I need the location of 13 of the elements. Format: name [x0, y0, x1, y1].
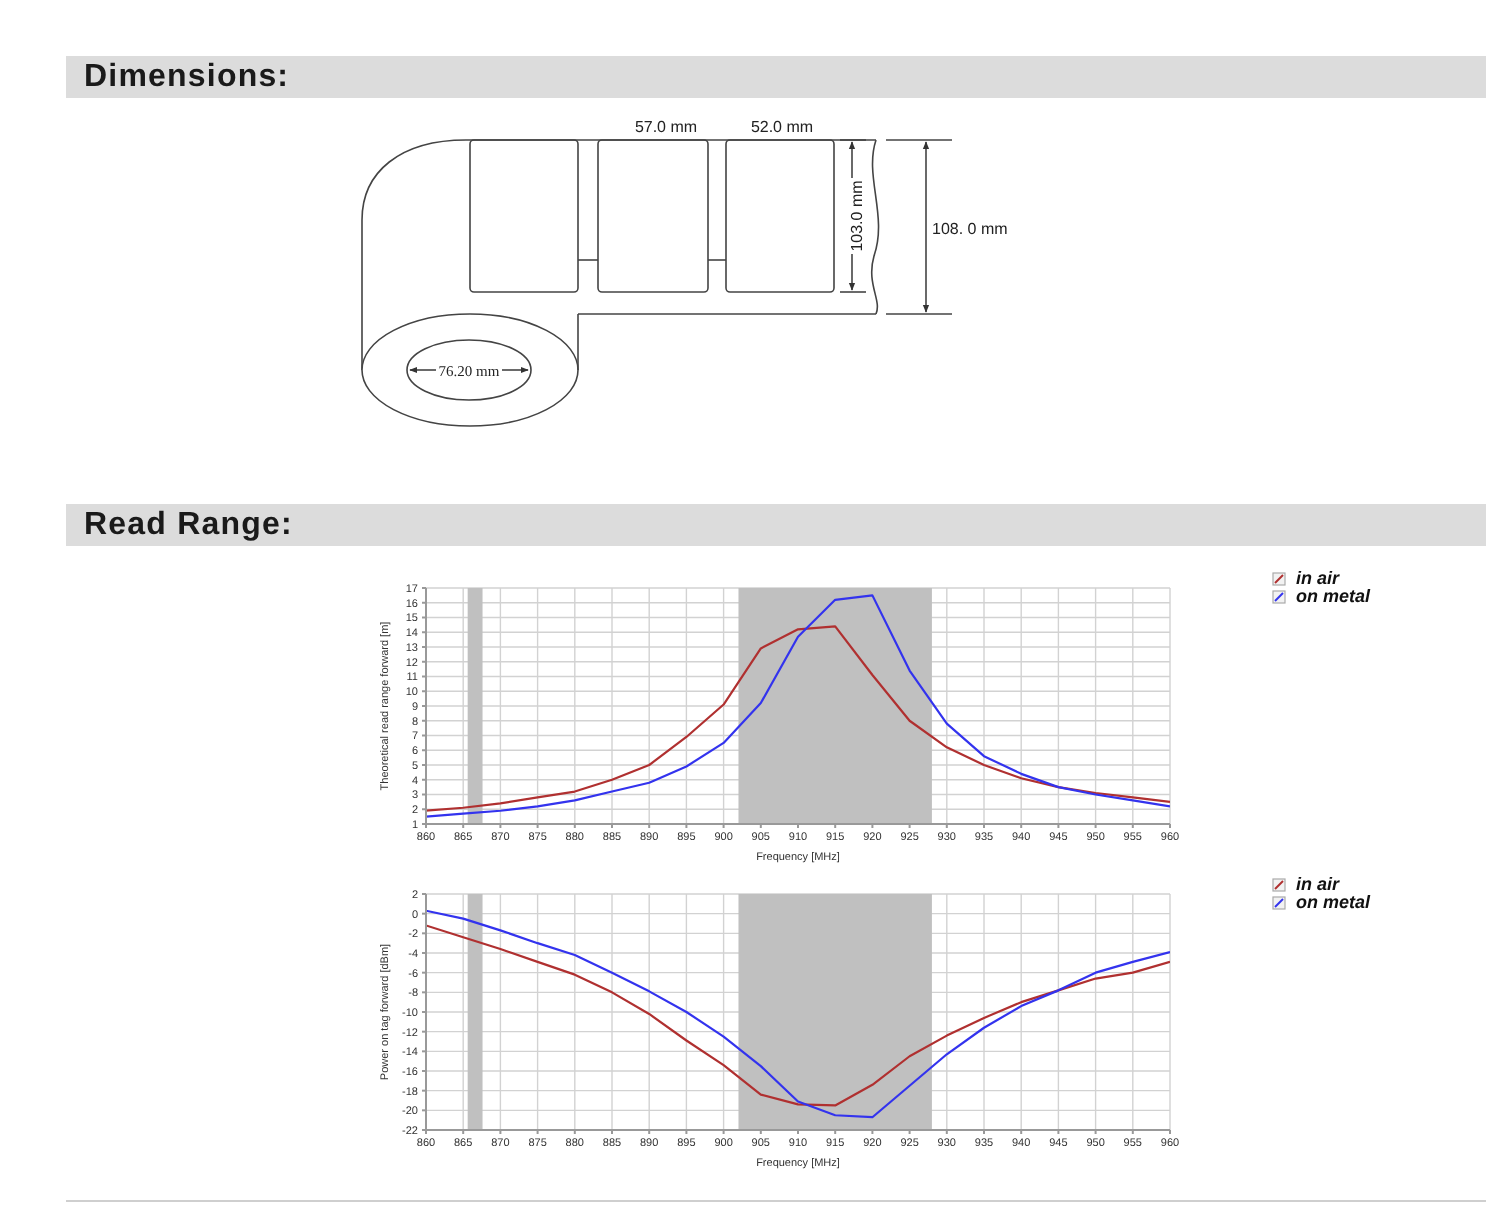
- text: 57.0 mm: [634, 118, 698, 136]
- line-series: [426, 594, 1170, 818]
- legend-label: on metal: [1296, 892, 1371, 912]
- legend-label: on metal: [1296, 586, 1371, 606]
- legend-label: in air: [1296, 874, 1340, 894]
- text: 108. 0 mm: [932, 220, 1009, 238]
- text: 103.0 mm: [848, 179, 866, 252]
- line-series: [426, 625, 1170, 812]
- text: 52.0 mm: [750, 118, 814, 136]
- chart-title: Read Range:: [84, 506, 293, 546]
- section-header-bar: Dimensions:: [66, 56, 1486, 98]
- legend-label: in air: [1296, 568, 1340, 588]
- section-header-bar: Read Range:: [66, 504, 1486, 546]
